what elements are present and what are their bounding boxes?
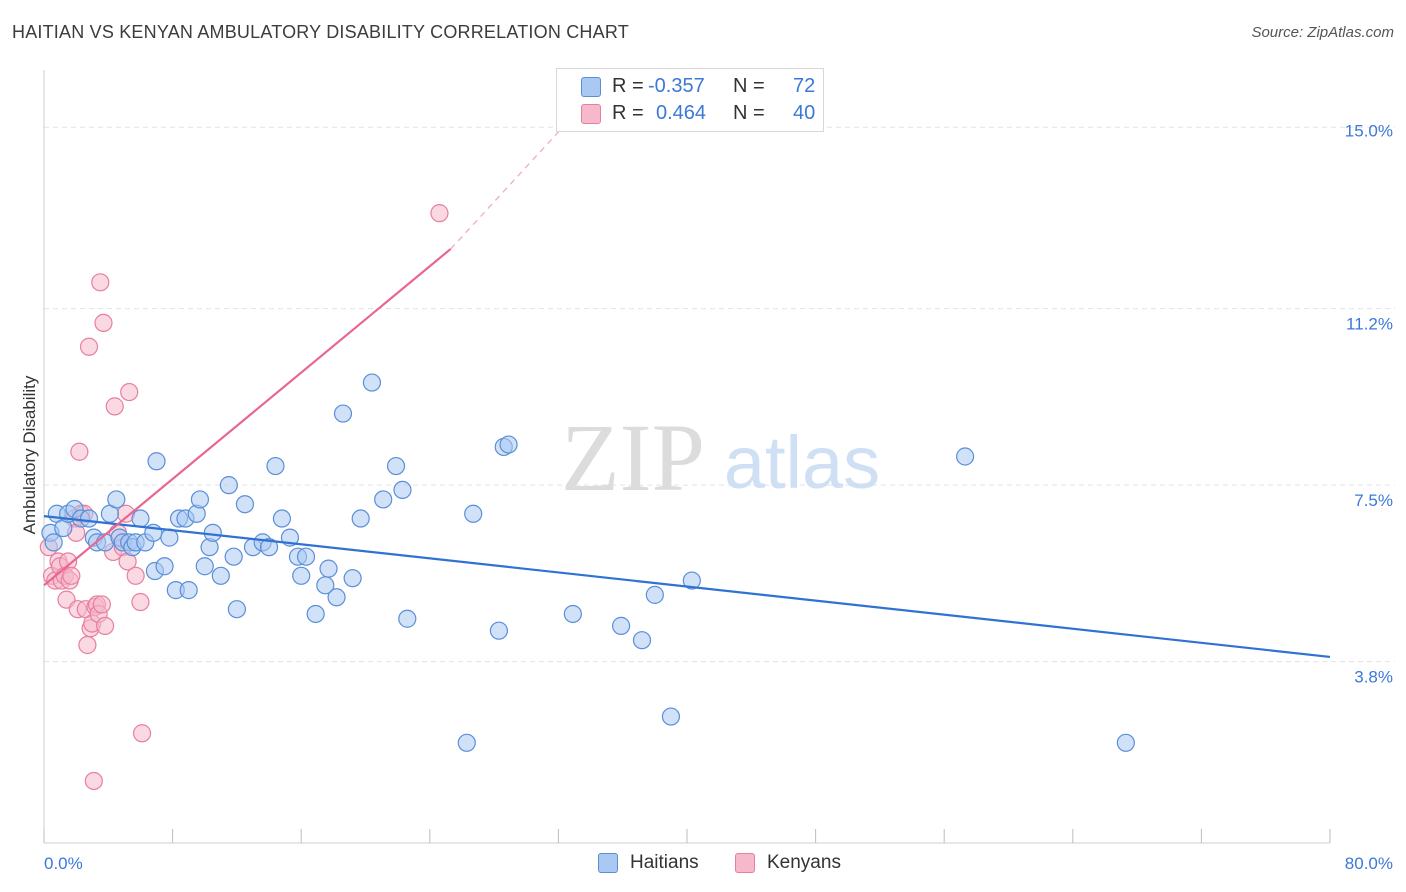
tick-labels: 3.8% 7.5% 11.2% 15.0% 0.0% 80.0% <box>44 121 1393 873</box>
haitians-point <box>259 538 279 557</box>
kenyans-point <box>92 595 111 614</box>
grid-lines <box>44 126 1395 663</box>
y-tick-label: 3.8% <box>1354 668 1393 687</box>
y-axis-label: Ambulatory Disability <box>20 375 39 534</box>
haitians-trend-line <box>43 515 1331 659</box>
haitians-point <box>1116 733 1135 752</box>
y-tick-label: 11.2% <box>1346 315 1393 334</box>
r-value: -0.357 <box>648 75 705 97</box>
haitians-point <box>219 476 238 495</box>
kenyans-trend-extension <box>450 131 559 250</box>
x-tick-label: 0.0% <box>44 854 83 873</box>
r-label: R = <box>612 75 644 97</box>
haitians-point <box>489 621 509 640</box>
kenyans-point <box>78 635 97 655</box>
haitians-point <box>266 456 285 476</box>
haitians-point <box>131 509 150 528</box>
haitians-point <box>457 733 476 752</box>
kenyans-swatch <box>735 853 755 873</box>
r-label: R = <box>612 102 644 124</box>
axes <box>43 70 1331 844</box>
watermark-atlas: atlas <box>724 421 880 504</box>
haitians-point <box>955 447 975 466</box>
chart-title: HAITIAN VS KENYAN AMBULATORY DISABILITY … <box>12 22 629 42</box>
haitians-point <box>464 504 483 523</box>
haitians-point <box>393 480 412 500</box>
kenyans-point <box>70 442 89 461</box>
chart-source: Source: ZipAtlas.com <box>1251 24 1394 41</box>
series-haitians <box>41 373 1135 752</box>
haitians-point <box>272 509 292 528</box>
trend-lines <box>43 131 1331 659</box>
haitians-swatch <box>598 853 618 873</box>
kenyans-point <box>94 313 113 332</box>
haitians-point <box>374 490 393 509</box>
kenyans-point <box>120 382 139 402</box>
kenyans-point <box>95 616 115 635</box>
haitians-point <box>79 509 99 528</box>
haitians-point <box>611 616 631 635</box>
kenyans-point <box>79 337 99 356</box>
r-value: 0.464 <box>656 102 707 124</box>
legend-label: Kenyans <box>767 852 841 873</box>
haitians-point <box>107 490 126 509</box>
y-tick-label: 15.0% <box>1345 121 1393 140</box>
haitians-point <box>292 566 311 585</box>
haitians-point <box>227 600 246 619</box>
haitians-point <box>160 528 179 547</box>
haitians-point <box>343 569 362 588</box>
kenyans-trend-line <box>43 248 452 587</box>
stats-legend: R = -0.357 N = 72 R = 0.464 N = 40 <box>556 68 824 132</box>
haitians-point <box>235 495 255 514</box>
haitians-point <box>44 533 63 552</box>
n-label: N = <box>733 102 765 124</box>
haitians-point <box>179 581 198 600</box>
kenyans-point <box>62 566 81 585</box>
haitians-point <box>306 604 325 624</box>
kenyans-swatch <box>581 104 601 124</box>
haitians-point <box>147 452 166 471</box>
haitians-point <box>203 523 222 542</box>
haitians-point <box>398 609 417 628</box>
haitians-point <box>351 509 370 528</box>
haitians-point <box>211 566 230 585</box>
haitians-point <box>190 490 210 509</box>
haitians-point <box>563 604 582 624</box>
kenyans-point <box>430 204 449 223</box>
haitians-point <box>682 571 701 590</box>
haitians-point <box>327 588 346 607</box>
haitians-point <box>661 707 681 726</box>
haitians-point <box>362 373 382 392</box>
haitians-point <box>224 547 243 566</box>
haitians-point <box>645 585 664 604</box>
haitians-point <box>632 631 652 650</box>
haitians-swatch <box>581 77 601 97</box>
haitians-point <box>155 557 174 576</box>
x-tick-label: 80.0% <box>1345 854 1393 873</box>
kenyans-point <box>91 273 110 292</box>
haitians-point <box>296 547 316 566</box>
watermark-zip: ZIP <box>561 404 705 511</box>
haitians-point <box>195 557 214 576</box>
n-label: N = <box>733 75 765 97</box>
haitians-point <box>386 456 406 476</box>
watermark: ZIP atlas <box>561 404 880 511</box>
haitians-point <box>499 435 518 454</box>
kenyans-point <box>105 397 124 416</box>
kenyans-point <box>84 771 103 791</box>
n-value: 72 <box>793 75 816 97</box>
haitians-point <box>333 404 353 423</box>
kenyans-point <box>126 566 145 585</box>
y-tick-label: 7.5% <box>1354 491 1393 510</box>
n-value: 40 <box>793 102 816 124</box>
kenyans-point <box>131 592 150 612</box>
haitians-point <box>319 559 338 578</box>
kenyans-point <box>132 724 152 743</box>
legend-label: Haitians <box>630 852 699 873</box>
